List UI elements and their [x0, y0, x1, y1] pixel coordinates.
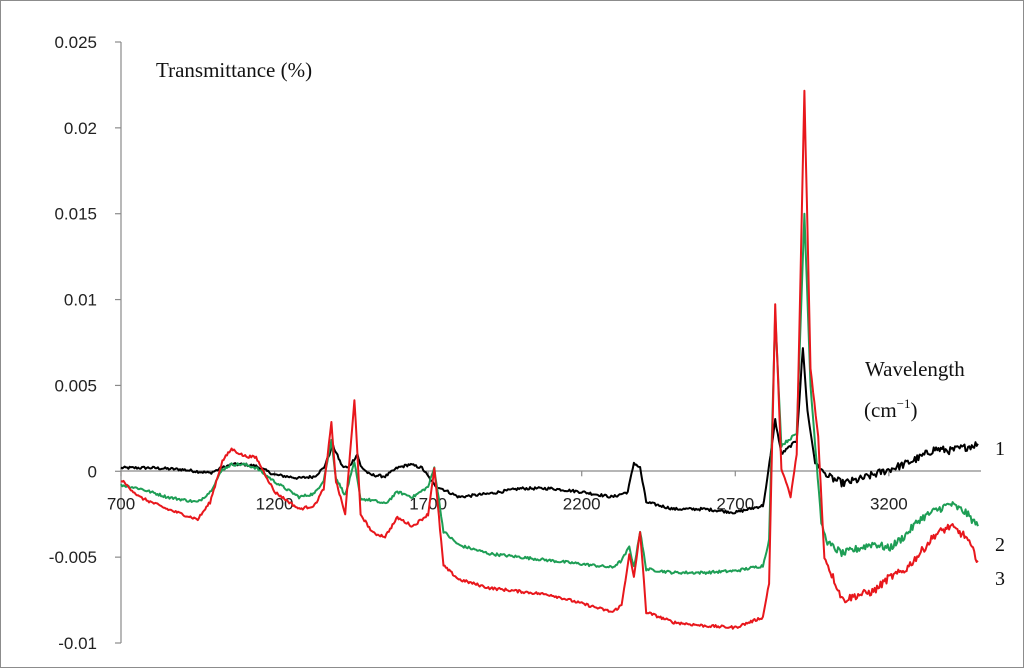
series-2-line	[120, 212, 979, 575]
x-tick-label: 2200	[563, 494, 601, 513]
series-label-2: 2	[995, 534, 1005, 556]
series-1-line	[120, 347, 979, 515]
y-tick-label: 0.025	[54, 33, 97, 52]
y-tick-label: 0.015	[54, 205, 97, 224]
x-axis-unit-base: (cm	[864, 398, 897, 422]
series-3-line	[120, 89, 979, 630]
series-label-1: 1	[995, 438, 1005, 460]
y-tick-label: 0	[88, 462, 97, 481]
y-axis-title: Transmittance (%)	[156, 58, 312, 82]
y-tick-group: -0.01 -0.005 0 0.005 0.01 0.015 0.02 0.025	[49, 33, 121, 653]
y-tick-label: 0.005	[54, 376, 97, 395]
x-axis-title: Wavelength	[865, 357, 965, 381]
series-label-3: 3	[995, 568, 1005, 590]
y-tick-label: -0.01	[58, 634, 97, 653]
x-axis-unit-exponent: −1	[897, 396, 911, 411]
y-tick-label: -0.005	[49, 548, 97, 567]
x-axis-unit-close: )	[911, 398, 918, 422]
y-tick-label: 0.02	[64, 119, 97, 138]
x-tick-label: 2700	[716, 494, 754, 513]
x-tick-label: 1200	[256, 494, 294, 513]
x-tick-label: 3200	[870, 494, 908, 513]
y-tick-label: 0.01	[64, 291, 97, 310]
x-tick-group: 700 1200 1700 2200 2700 3200	[107, 471, 908, 513]
x-axis-unit: (cm−1)	[864, 396, 918, 422]
series-line-group	[120, 89, 979, 630]
x-tick-label: 700	[107, 494, 135, 513]
